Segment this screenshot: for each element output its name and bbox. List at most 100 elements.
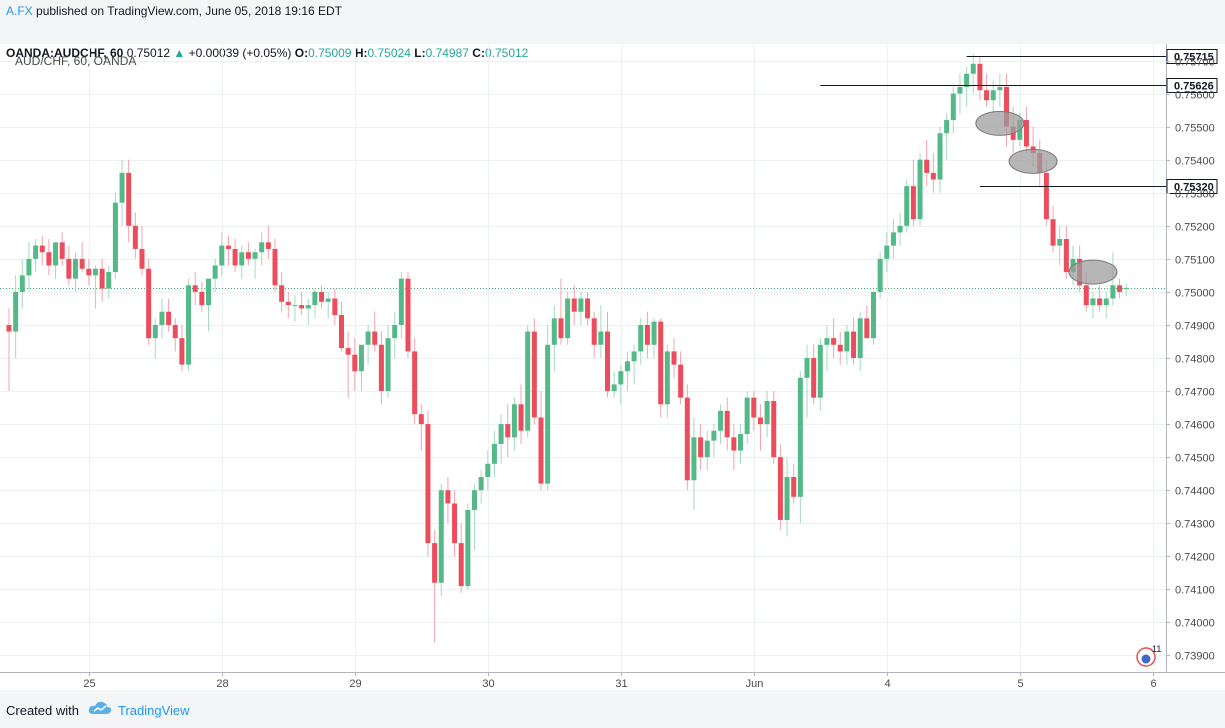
candle-body xyxy=(192,285,198,292)
candle-body xyxy=(824,338,830,345)
highlight-ellipse xyxy=(975,110,1025,136)
events-badge-icon[interactable]: 11 xyxy=(1136,644,1161,667)
candle-body xyxy=(358,344,364,372)
candle-body xyxy=(26,258,32,276)
candle-body xyxy=(219,245,225,266)
candle-body xyxy=(764,400,770,425)
horizontal-line-label: 0.75626 xyxy=(1174,81,1214,93)
candle-body xyxy=(1083,285,1089,306)
x-tick-label: Jun xyxy=(746,678,764,690)
candle-body xyxy=(984,90,990,101)
candle-body xyxy=(1110,285,1116,299)
y-tick-label: 0.74500 xyxy=(1175,453,1215,465)
publish-bar: A.FX published on TradingView.com, June … xyxy=(0,0,1225,22)
highlight-ellipses xyxy=(975,110,1118,285)
candle-body xyxy=(731,437,737,451)
chart-title: AUD/CHF, 60, OANDA xyxy=(15,54,136,68)
candle-body xyxy=(744,397,750,435)
candle-body xyxy=(937,133,943,180)
candle-body xyxy=(292,305,298,307)
price-value: 0.75012 xyxy=(126,46,171,60)
candle-body xyxy=(352,354,358,372)
candle-body xyxy=(66,258,72,279)
candle-body xyxy=(86,268,92,276)
open-value: 0.75009 xyxy=(308,46,352,60)
candle-body xyxy=(711,430,717,441)
candle-body xyxy=(279,285,285,302)
candle-body xyxy=(698,437,704,458)
candle-body xyxy=(990,90,996,101)
candle-body xyxy=(1023,120,1029,147)
y-tick-label: 0.75000 xyxy=(1175,288,1215,300)
candle-body xyxy=(771,400,777,458)
horizontal-line-label: 0.75715 xyxy=(1174,52,1214,64)
candle-body xyxy=(638,324,644,352)
candle-body xyxy=(245,252,251,259)
y-tick-label: 0.74000 xyxy=(1175,618,1215,630)
y-tick-label: 0.75400 xyxy=(1175,156,1215,168)
candle-body xyxy=(611,384,617,392)
low-value: 0.74987 xyxy=(425,46,469,60)
candle-body xyxy=(92,268,98,276)
candle-body xyxy=(518,404,524,431)
y-tick-label: 0.74200 xyxy=(1175,552,1215,564)
candle-body xyxy=(199,291,205,306)
candle-body xyxy=(777,457,783,520)
candle-body xyxy=(811,358,817,398)
y-tick-label: 0.75700 xyxy=(1175,57,1215,69)
candle-body xyxy=(53,242,59,266)
author-link[interactable]: A.FX xyxy=(6,4,33,18)
candle-body xyxy=(478,476,484,491)
candle-body xyxy=(365,331,371,345)
time-scale[interactable]: 25 28 29 30 31 Jun 4 5 6 xyxy=(83,672,1157,690)
candle-body xyxy=(718,410,724,431)
candle-body xyxy=(664,351,670,405)
candle-body xyxy=(186,285,192,365)
candle-body xyxy=(930,172,936,180)
candle-body xyxy=(438,490,444,583)
candle-body xyxy=(884,245,890,259)
candle-body xyxy=(1097,298,1103,306)
tradingview-link[interactable]: TradingView xyxy=(118,703,190,718)
candle-body xyxy=(684,397,690,481)
horizontal-line-label: 0.75320 xyxy=(1174,182,1214,194)
y-tick-label: 0.74900 xyxy=(1175,321,1215,333)
x-tick-label: 6 xyxy=(1150,678,1156,690)
candle-body xyxy=(551,318,557,345)
candle-body xyxy=(877,258,883,292)
candle-body xyxy=(578,298,584,312)
price-scale[interactable]: 0.73900 0.74000 0.74100 0.74200 0.74300 0.744… xyxy=(1166,57,1215,663)
candle-body xyxy=(678,364,684,398)
grid xyxy=(0,44,1166,672)
y-tick-label: 0.74400 xyxy=(1175,486,1215,498)
candle-body xyxy=(545,344,551,484)
y-tick-label: 0.74100 xyxy=(1175,585,1215,597)
footer: Created with TradingView xyxy=(0,690,1225,728)
candle-body xyxy=(724,410,730,438)
candle-body xyxy=(126,172,132,226)
price-chart[interactable]: 0.75715 0.75626 0.75320 0.73900 0.74000 0.74… xyxy=(0,0,1225,690)
candle-body xyxy=(325,298,331,302)
candle-body xyxy=(831,338,837,345)
candle-body xyxy=(299,305,305,309)
candle-body xyxy=(445,490,451,504)
candle-body xyxy=(305,305,311,309)
candle-body xyxy=(152,324,158,339)
candle-body xyxy=(232,248,238,266)
candle-body xyxy=(79,258,85,269)
candle-body xyxy=(531,331,537,418)
candle-body xyxy=(332,298,338,316)
y-tick-label: 0.75600 xyxy=(1175,90,1215,102)
candle-body xyxy=(651,321,657,345)
candle-body xyxy=(132,225,138,249)
candle-body xyxy=(498,424,504,444)
low-label: L: xyxy=(414,46,426,60)
publish-line: A.FX published on TradingView.com, June … xyxy=(6,4,342,18)
candle-body xyxy=(472,490,477,511)
candle-body xyxy=(1123,287,1129,289)
horizontal-lines[interactable]: 0.75715 0.75626 0.75320 xyxy=(820,49,1218,194)
candles xyxy=(6,53,1129,643)
candle-body xyxy=(285,301,291,306)
candle-body xyxy=(252,252,258,259)
candle-body xyxy=(206,278,211,306)
